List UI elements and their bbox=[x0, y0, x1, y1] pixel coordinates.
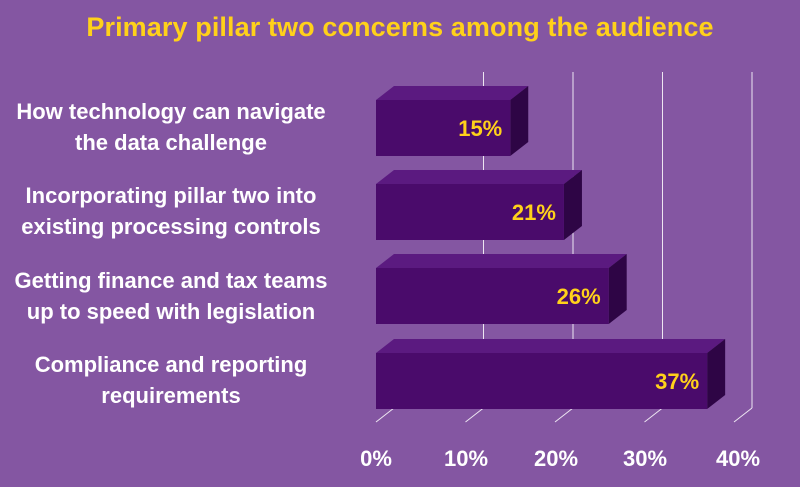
bar-top-1 bbox=[376, 86, 529, 100]
value-label-1: 15% bbox=[458, 116, 502, 141]
chart-title: Primary pillar two concerns among the au… bbox=[86, 12, 714, 42]
category-label-1-line-1: How technology can navigate bbox=[16, 99, 326, 124]
x-tick-label-20: 20% bbox=[533, 446, 579, 471]
value-label-3: 26% bbox=[557, 284, 601, 309]
category-label-4-line-1: Compliance and reporting bbox=[34, 352, 308, 377]
bar-side-1 bbox=[510, 86, 529, 156]
floor-gridline-30 bbox=[644, 407, 663, 423]
category-label-2-line-1: Incorporating pillar two into bbox=[25, 183, 317, 208]
floor-gridline-20 bbox=[554, 407, 574, 423]
category-label-2-line-2: existing processing controls bbox=[21, 214, 321, 239]
bar-top-3 bbox=[376, 254, 627, 268]
category-label-1: How technology can navigate the data cha… bbox=[0, 96, 351, 158]
category-label-3: Getting finance and tax teams up to spee… bbox=[0, 265, 351, 327]
bar-side-4 bbox=[707, 339, 726, 409]
x-tick-label-30: 30% bbox=[622, 446, 668, 471]
value-label-2: 21% bbox=[512, 200, 556, 225]
bar-2 bbox=[376, 184, 564, 240]
category-label-2: Incorporating pillar two into existing p… bbox=[0, 180, 351, 242]
value-label-4: 37% bbox=[655, 369, 699, 394]
x-tick-label-10: 10% bbox=[443, 446, 489, 471]
floor-gridline-0 bbox=[375, 407, 395, 423]
category-label-3-line-1: Getting finance and tax teams bbox=[14, 268, 328, 293]
bar-top-4 bbox=[376, 339, 726, 353]
category-label-3-line-2: up to speed with legislation bbox=[26, 299, 316, 324]
category-label-4-line-2: requirements bbox=[101, 383, 241, 408]
category-label-4: Compliance and reporting requirements bbox=[0, 349, 351, 411]
bar-1 bbox=[376, 100, 511, 156]
x-tick-label-0: 0% bbox=[360, 446, 392, 471]
bar-3 bbox=[376, 268, 609, 324]
category-label-1-line-2: the data challenge bbox=[75, 130, 267, 155]
floor-gridline-40 bbox=[733, 407, 753, 423]
bar-4 bbox=[376, 353, 708, 409]
x-tick-label-40: 40% bbox=[715, 446, 761, 471]
bar-side-3 bbox=[608, 254, 627, 324]
bar-top-2 bbox=[376, 170, 582, 184]
floor-gridline-10 bbox=[465, 407, 484, 423]
bar-side-2 bbox=[563, 170, 582, 240]
